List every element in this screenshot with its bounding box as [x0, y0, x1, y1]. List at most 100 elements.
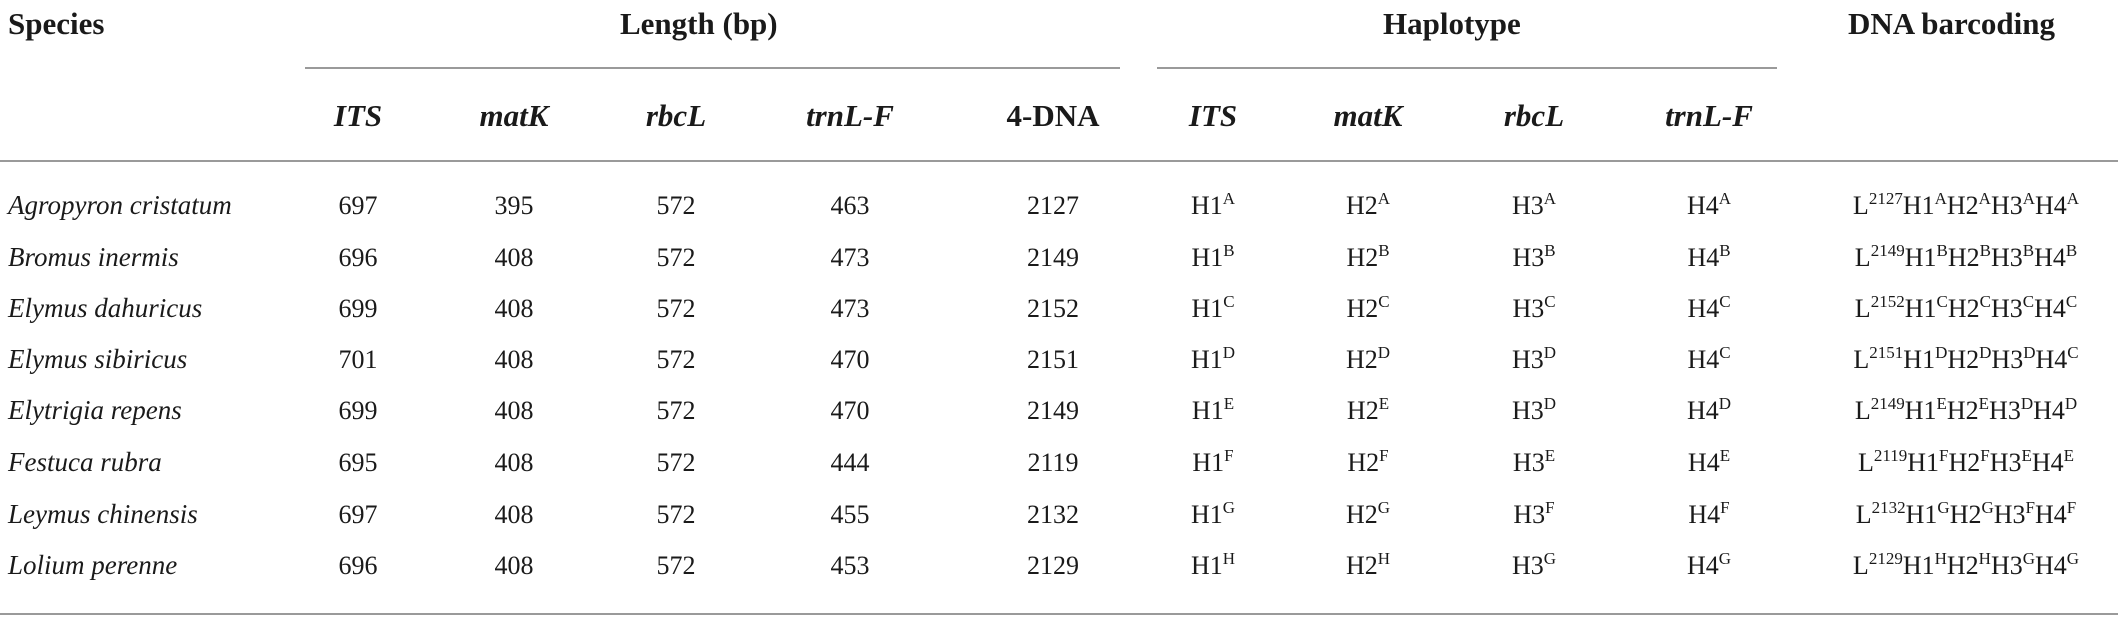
- length-cell: 2129: [1027, 551, 1079, 580]
- length-cell: 408: [494, 500, 534, 529]
- haplotype-cell: H1F: [1192, 445, 1234, 477]
- haplotype-group-rule: [1157, 67, 1777, 69]
- subheader-haplotype-rbcl: rbcL: [1503, 98, 1565, 133]
- subheader-length-matk: matK: [479, 98, 549, 133]
- haplotype-cell: H2C: [1346, 291, 1390, 323]
- length-cell: 572: [656, 243, 696, 272]
- haplotype-cell: H4A: [1686, 188, 1732, 220]
- length-cell: 572: [656, 500, 696, 529]
- subheader-length-trnl-f: trnL-F: [806, 98, 894, 133]
- length-cell: 572: [656, 448, 696, 477]
- barcode-cell: L2129H1HH2HH3GH4G: [1852, 548, 2080, 580]
- length-cell: 408: [494, 396, 534, 425]
- length-cell: 2149: [1027, 243, 1079, 272]
- subheader-length-rbcl: rbcL: [645, 98, 707, 133]
- length-cell: 453: [830, 551, 870, 580]
- header-bottom-rule: [0, 160, 2118, 162]
- length-cell: 2152: [1027, 294, 1079, 323]
- subheader-haplotype-matk: matK: [1333, 98, 1403, 133]
- haplotype-cell: H3B: [1512, 240, 1556, 272]
- haplotype-cell: H4C: [1687, 291, 1731, 323]
- header-species: Species: [8, 6, 105, 41]
- haplotype-cell: H1C: [1191, 291, 1235, 323]
- haplotype-cell: H4E: [1687, 445, 1731, 477]
- species-name: Bromus inermis: [8, 242, 179, 272]
- haplotype-cell: H4F: [1688, 497, 1730, 529]
- haplotype-cell: H1A: [1190, 188, 1236, 220]
- length-cell: 697: [338, 191, 378, 220]
- length-cell: 408: [494, 448, 534, 477]
- haplotype-cell: H4C: [1687, 342, 1731, 374]
- length-cell: 572: [656, 551, 696, 580]
- haplotype-cell: H3F: [1513, 497, 1555, 529]
- haplotype-cell: H2B: [1346, 240, 1390, 272]
- length-cell: 572: [656, 191, 696, 220]
- length-cell: 2132: [1027, 500, 1079, 529]
- header-length: Length (bp): [620, 6, 778, 41]
- species-name: Elymus sibiricus: [8, 344, 188, 374]
- length-cell: 408: [494, 345, 534, 374]
- barcode-cell: L2152H1CH2CH3CH4C: [1854, 291, 2078, 323]
- subheader-length-its: ITS: [333, 98, 383, 133]
- length-cell: 463: [830, 191, 870, 220]
- length-cell: 408: [494, 294, 534, 323]
- haplotype-cell: H2D: [1345, 342, 1391, 374]
- length-group-rule: [305, 67, 1120, 69]
- haplotype-cell: H3D: [1511, 342, 1557, 374]
- length-cell: 695: [338, 448, 378, 477]
- barcode-cell: L2127H1AH2AH3AH4A: [1852, 188, 2080, 220]
- length-cell: 696: [338, 243, 378, 272]
- length-cell: 408: [494, 243, 534, 272]
- haplotype-cell: H3C: [1512, 291, 1556, 323]
- species-name: Festuca rubra: [8, 447, 162, 477]
- barcode-cell: L2151H1DH2DH3DH4C: [1853, 342, 2079, 374]
- haplotype-cell: H1B: [1191, 240, 1235, 272]
- header-dna-barcoding: DNA barcoding: [1848, 6, 2055, 41]
- subheader-haplotype-its: ITS: [1188, 98, 1238, 133]
- length-cell: 470: [830, 396, 870, 425]
- haplotype-cell: H1E: [1191, 393, 1235, 425]
- table-bottom-rule: [0, 613, 2118, 615]
- length-cell: 473: [830, 243, 870, 272]
- haplotype-cell: H3E: [1512, 445, 1556, 477]
- length-cell: 2119: [1027, 448, 1079, 477]
- haplotype-cell: H1D: [1190, 342, 1236, 374]
- length-cell: 395: [494, 191, 534, 220]
- species-name: Elymus dahuricus: [8, 293, 203, 323]
- length-cell: 444: [830, 448, 870, 477]
- header-haplotype: Haplotype: [1383, 6, 1521, 41]
- species-name: Leymus chinensis: [8, 499, 198, 529]
- length-cell: 2127: [1027, 191, 1079, 220]
- haplotype-cell: H2H: [1345, 548, 1391, 580]
- haplotype-cell: H3D: [1511, 393, 1557, 425]
- haplotype-cell: H4B: [1687, 240, 1731, 272]
- species-name: Elytrigia repens: [8, 395, 182, 425]
- haplotype-cell: H1G: [1190, 497, 1236, 529]
- length-cell: 572: [656, 345, 696, 374]
- haplotype-cell: H2A: [1345, 188, 1391, 220]
- length-cell: 699: [338, 396, 378, 425]
- subheader-length-4-dna: 4-DNA: [1006, 98, 1100, 133]
- haplotype-cell: H2F: [1347, 445, 1389, 477]
- length-cell: 408: [494, 551, 534, 580]
- length-cell: 697: [338, 500, 378, 529]
- haplotype-cell: H1H: [1190, 548, 1236, 580]
- species-name: Lolium perenne: [8, 550, 178, 580]
- length-cell: 572: [656, 396, 696, 425]
- length-cell: 473: [830, 294, 870, 323]
- length-cell: 699: [338, 294, 378, 323]
- haplotype-cell: H2G: [1345, 497, 1391, 529]
- length-cell: 701: [338, 345, 378, 374]
- subheader-haplotype-trnl-f: trnL-F: [1665, 98, 1753, 133]
- barcode-cell: L2149H1EH2EH3DH4D: [1854, 393, 2078, 425]
- haplotype-cell: H2E: [1346, 393, 1390, 425]
- haplotype-cell: H4D: [1686, 393, 1732, 425]
- length-cell: 455: [830, 500, 870, 529]
- length-cell: 696: [338, 551, 378, 580]
- barcode-cell: L2119H1FH2FH3EH4E: [1857, 445, 2075, 477]
- haplotype-cell: H3A: [1511, 188, 1557, 220]
- barcode-cell: L2149H1BH2BH3BH4B: [1854, 240, 2078, 272]
- length-cell: 2151: [1027, 345, 1079, 374]
- length-cell: 2149: [1027, 396, 1079, 425]
- length-cell: 470: [830, 345, 870, 374]
